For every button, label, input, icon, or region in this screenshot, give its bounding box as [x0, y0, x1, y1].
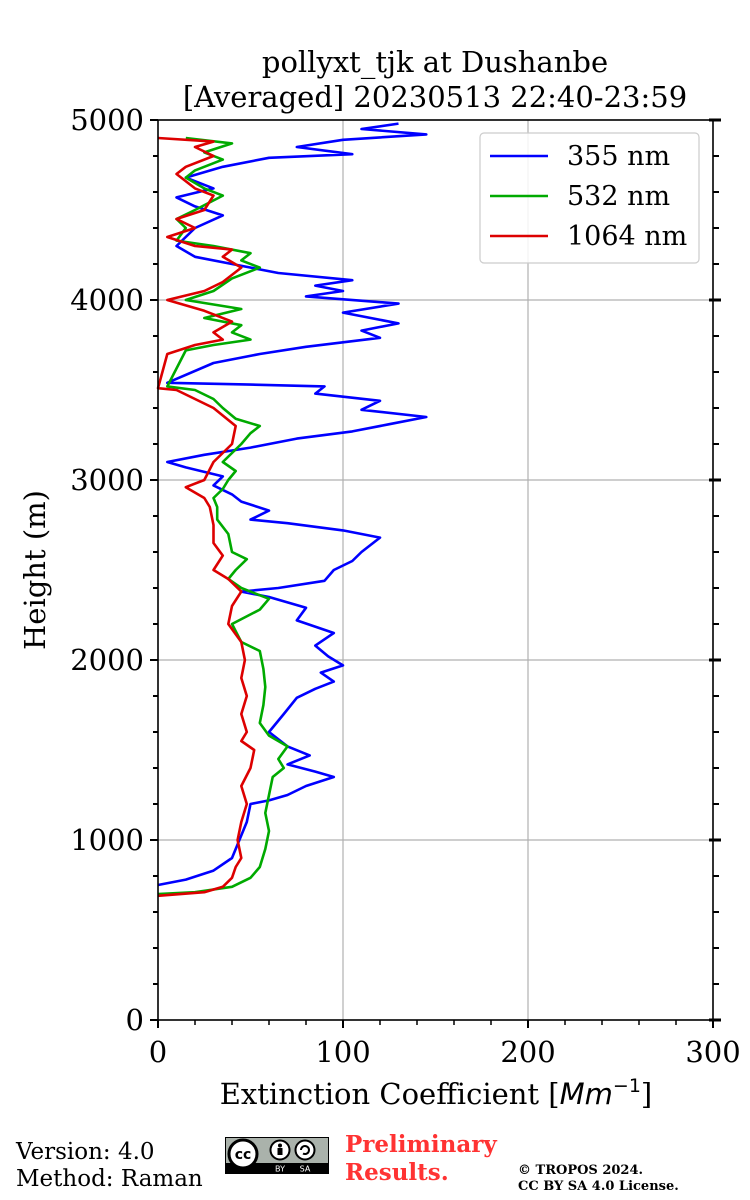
- series-layer: [156, 122, 428, 898]
- x-tick-label: 100: [315, 1035, 370, 1069]
- x-axis-label-exponent: −1: [613, 1075, 641, 1097]
- extinction-profile-chart: 0 1000 2000 3000 4000 5000 0 100 200 300 pollyxt_…: [18, 45, 741, 1111]
- y-tick-label: 1000: [70, 823, 144, 857]
- cc-sa-icon: [294, 1139, 316, 1161]
- y-tick-label: 4000: [70, 283, 144, 317]
- copyright-line1: © TROPOS 2024.: [518, 1163, 644, 1178]
- series-line-1064-nm: [156, 136, 256, 898]
- axes-frame: [157, 119, 714, 1021]
- y-tick-label: 2000: [70, 643, 144, 677]
- x-tick-label: 300: [685, 1035, 740, 1069]
- legend: 355 nm 532 nm 1064 nm: [479, 132, 700, 264]
- y-tick-label: 3000: [70, 463, 144, 497]
- legend-entry-label: 355 nm: [567, 141, 670, 172]
- series-line-355-nm: [157, 122, 428, 887]
- cc-logo-icon: [227, 1138, 259, 1170]
- copyright-line2: CC BY SA 4.0 License.: [518, 1179, 679, 1194]
- legend-entry-label: 1064 nm: [567, 221, 687, 252]
- legend-entry-label: 532 nm: [567, 181, 670, 212]
- ticks-layer: 0 1000 2000 3000 4000 5000 0 100 200 300: [70, 103, 740, 1069]
- x-tick-label: 200: [500, 1035, 555, 1069]
- x-tick-label: 0: [149, 1035, 167, 1069]
- x-axis-label-close: ]: [641, 1077, 652, 1111]
- method-text: Method: Raman: [16, 1166, 203, 1192]
- preliminary-line2: Results.: [345, 1159, 449, 1186]
- cc-by-sa-badge: cc BY SA: [225, 1137, 329, 1174]
- grid-layer: [158, 120, 713, 1020]
- x-axis-label-text: Extinction Coefficient [: [220, 1077, 560, 1111]
- svg-text:BY: BY: [275, 1165, 285, 1174]
- x-axis-label: Extinction Coefficient [Mm−1]: [220, 1075, 653, 1111]
- copyright-notice: © TROPOS 2024. CC BY SA 4.0 License.: [518, 1163, 679, 1195]
- preliminary-notice: Preliminary Results.: [345, 1131, 497, 1187]
- series-line-532-nm: [157, 136, 289, 896]
- svg-text:SA: SA: [300, 1165, 311, 1174]
- x-axis-label-unit: Mm: [560, 1077, 613, 1111]
- version-text: Version: 4.0: [16, 1139, 155, 1165]
- legend-box: [479, 132, 700, 264]
- chart-title-line2: [Averaged] 20230513 22:40-23:59: [183, 80, 687, 114]
- y-tick-label: 5000: [70, 103, 144, 137]
- y-axis-label: Height (m): [18, 490, 52, 650]
- chart-title-line1: pollyxt_tjk at Dushanbe: [262, 45, 608, 80]
- y-tick-label: 0: [126, 1003, 144, 1037]
- preliminary-line1: Preliminary: [345, 1131, 497, 1158]
- svg-text:cc: cc: [235, 1147, 252, 1163]
